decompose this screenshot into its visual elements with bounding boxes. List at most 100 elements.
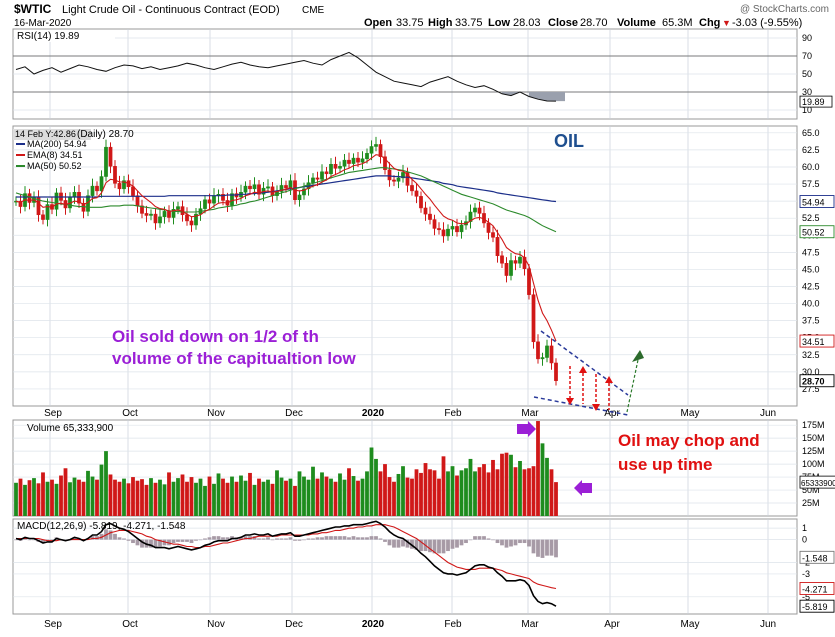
x-axis-label: Sep [44, 408, 62, 419]
macd-histogram-bar [432, 539, 437, 554]
header-date: 16-Mar-2020 [14, 18, 72, 29]
macd-histogram-bar [32, 539, 36, 541]
macd-last-value-hist: -1.548 [802, 553, 828, 563]
volume-bar [54, 483, 59, 516]
ohlc-open-label: Open [364, 17, 392, 29]
volume-bar [446, 471, 450, 516]
price-candle [351, 157, 356, 164]
x-axis-label: Feb [444, 408, 462, 419]
volume-bar [306, 479, 311, 516]
macd-histogram-bar [270, 539, 275, 541]
macd-histogram-bar [464, 539, 468, 544]
volume-bar [284, 480, 288, 516]
macd-histogram-bar [72, 537, 77, 540]
volume-bar [171, 481, 176, 516]
price-candle [509, 260, 513, 276]
macd-tick-label: 1 [802, 523, 807, 533]
price-candle [108, 146, 113, 167]
x-axis-label: Nov [207, 408, 225, 419]
price-candle [315, 177, 320, 180]
macd-histogram-bar [437, 539, 441, 554]
rsi-tick-label: 10 [802, 105, 812, 115]
volume-bar [59, 475, 63, 516]
volume-bar [225, 482, 230, 516]
volume-bar [95, 479, 99, 516]
price-last-box-ma200 [799, 195, 835, 208]
price-candle [410, 185, 414, 192]
macd-histogram-bar [311, 538, 315, 540]
price-candle [153, 213, 158, 224]
macd-histogram-bar [171, 539, 176, 544]
macd-histogram-bar [131, 539, 135, 544]
volume-bar [378, 471, 383, 516]
volume-bar [293, 485, 297, 516]
legend-label-ma200: MA(200) 54.94 [27, 139, 87, 149]
volume-bar [518, 460, 522, 516]
price-candle [513, 260, 518, 264]
macd-histogram-bar [495, 539, 500, 544]
volume-bar [203, 485, 207, 516]
price-last-box-close [799, 374, 835, 388]
x-axis-label: Dec [285, 619, 303, 630]
rsi-tick-label: 50 [802, 69, 812, 79]
macd-histogram-bar [176, 539, 180, 542]
volume-title: Volume 65,333,900 [27, 423, 114, 434]
volume-bar [194, 482, 198, 516]
macd-histogram-bar [306, 538, 311, 540]
volume-bar [477, 467, 482, 516]
right-note-line1: Oil may chop and [618, 431, 760, 450]
macd-signal-line [16, 524, 557, 590]
price-candle [545, 345, 549, 358]
price-candle [540, 357, 545, 360]
price-candle [549, 345, 554, 364]
x-axis-label: Jun [760, 619, 776, 630]
macd-histogram-bar [392, 539, 396, 548]
volume-bar [23, 484, 27, 516]
macd-histogram-bar [41, 539, 45, 544]
macd-histogram-bar [117, 537, 122, 540]
price-candle [401, 172, 405, 179]
price-candle [455, 226, 459, 233]
volume-bar [252, 484, 257, 516]
price-candle [329, 163, 333, 175]
macd-histogram-bar [221, 537, 225, 540]
price-candle [158, 216, 162, 224]
x-axis-label: Oct [122, 408, 138, 419]
left-note-line1: Oil sold down on 1/2 of th [112, 327, 319, 346]
volume-bar [135, 480, 140, 516]
price-candle [441, 229, 446, 237]
macd-histogram-bar [414, 539, 419, 550]
price-candle [450, 226, 455, 230]
macd-histogram-bar [419, 539, 423, 552]
ohlc-low: 28.03 [513, 17, 541, 29]
macd-histogram-bar [383, 539, 387, 542]
macd-histogram-bar [27, 539, 32, 541]
volume-bar [104, 451, 108, 516]
volume-bar [527, 468, 531, 516]
legend-label-ma50: MA(50) 50.52 [27, 161, 82, 171]
price-candle [446, 228, 450, 237]
ema8-line [15, 154, 557, 342]
macd-histogram-bar [261, 538, 266, 540]
breakout-arrow-icon [632, 350, 644, 362]
price-tick-label: 47.5 [802, 247, 820, 257]
volume-bar [401, 466, 405, 516]
price-candle [171, 209, 176, 218]
price-candle [284, 185, 288, 189]
volume-bar [428, 469, 432, 516]
macd-histogram-bar [468, 539, 473, 541]
price-candle [45, 204, 50, 220]
price-tick-label: 32.5 [802, 350, 820, 360]
macd-legend: MACD(12,26,9) -5.819, -4.271, -1.548 [17, 521, 186, 532]
volume-tick-label: 175M [802, 420, 825, 430]
volume-bar [486, 472, 491, 516]
macd-histogram-bar [203, 538, 207, 540]
oil-label: OIL [554, 131, 584, 151]
macd-histogram-bar [329, 536, 333, 540]
macd-histogram-bar [446, 539, 450, 552]
price-candle [36, 197, 41, 216]
macd-last-value-signal: -4.271 [802, 584, 828, 594]
volume-bar [234, 481, 239, 516]
chop-arrowheads [566, 366, 613, 411]
ma50-line [15, 167, 557, 233]
